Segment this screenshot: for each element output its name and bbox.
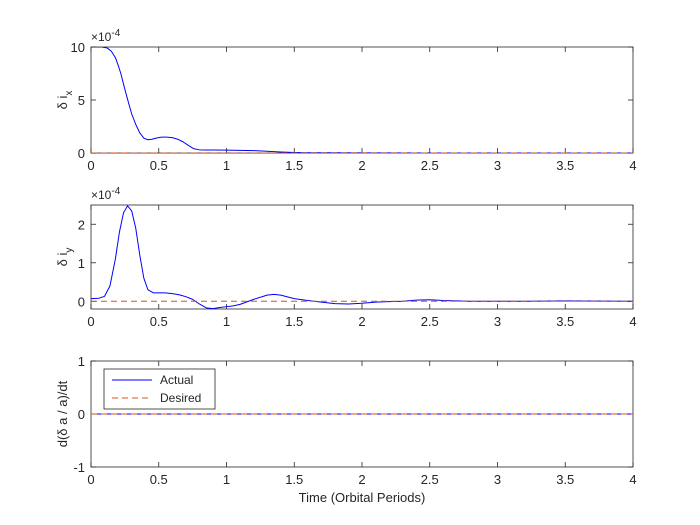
legend-entry: Actual <box>160 373 193 387</box>
y-tick-label: -1 <box>73 460 85 475</box>
x-tick-label: 2 <box>358 314 365 329</box>
x-tick-label: 3.5 <box>556 314 574 329</box>
x-tick-label: 3 <box>494 314 501 329</box>
x-tick-label: 1 <box>223 472 230 487</box>
exponent-label: ×10-4 <box>91 186 121 202</box>
y-tick-label: 0 <box>78 294 85 309</box>
x-tick-label: 2 <box>358 158 365 173</box>
x-tick-label: 0 <box>87 158 94 173</box>
x-tick-label: 4 <box>629 472 636 487</box>
y-tick-label: 2 <box>78 217 85 232</box>
x-tick-label: 0.5 <box>150 314 168 329</box>
y-axis-label: d(δ a / a)/dt <box>55 380 70 447</box>
y-axis-label: δ iy <box>55 248 75 267</box>
subplot-1: 0 0.5 1 1.5 2 2.5 3 3.5 4 0 5 10 ×10-4 δ ix <box>55 28 637 173</box>
legend-box <box>103 368 216 410</box>
x-tick-label: 2.5 <box>421 472 439 487</box>
x-tick-label: 3.5 <box>556 158 574 173</box>
x-tick-label: 2.5 <box>421 158 439 173</box>
x-tick-label: 1 <box>223 314 230 329</box>
x-tick-label: 1 <box>223 158 230 173</box>
x-tick-label: 1.5 <box>285 472 303 487</box>
x-tick-label: 2.5 <box>421 314 439 329</box>
x-tick-label: 1.5 <box>285 314 303 329</box>
x-tick-label: 0 <box>87 472 94 487</box>
x-tick-label: 0.5 <box>150 472 168 487</box>
x-tick-label: 3 <box>494 472 501 487</box>
x-axis-label: Time (Orbital Periods) <box>299 490 426 505</box>
x-tick-label: 3 <box>494 158 501 173</box>
y-axis-label: δ ix <box>55 91 75 110</box>
exponent-label: ×10-4 <box>91 28 121 44</box>
y-axis-label-subscript: y <box>64 248 75 253</box>
axes-box <box>90 46 634 154</box>
x-tick-label: 0.5 <box>150 158 168 173</box>
legend-entry: Desired <box>160 391 201 405</box>
exponent-power: -4 <box>111 186 120 197</box>
x-tick-label: 2 <box>358 472 365 487</box>
y-tick-label: 0 <box>78 407 85 422</box>
exponent-power: -4 <box>111 28 120 39</box>
y-tick-label: 0 <box>78 146 85 161</box>
y-tick-label: 1 <box>78 256 85 271</box>
legend: Actual Desired <box>103 368 216 410</box>
x-tick-label: 4 <box>629 158 636 173</box>
x-tick-label: 0 <box>87 314 94 329</box>
x-tick-label: 4 <box>629 314 636 329</box>
x-tick-label: 1.5 <box>285 158 303 173</box>
y-tick-label: 5 <box>78 93 85 108</box>
y-tick-label: 1 <box>78 354 85 369</box>
subplot-2: 0 0.5 1 1.5 2 2.5 3 3.5 4 0 1 2 ×10-4 δ iy <box>55 186 637 329</box>
y-tick-label: 10 <box>71 40 85 55</box>
x-tick-label: 3.5 <box>556 472 574 487</box>
y-axis-label-subscript: x <box>64 91 75 96</box>
